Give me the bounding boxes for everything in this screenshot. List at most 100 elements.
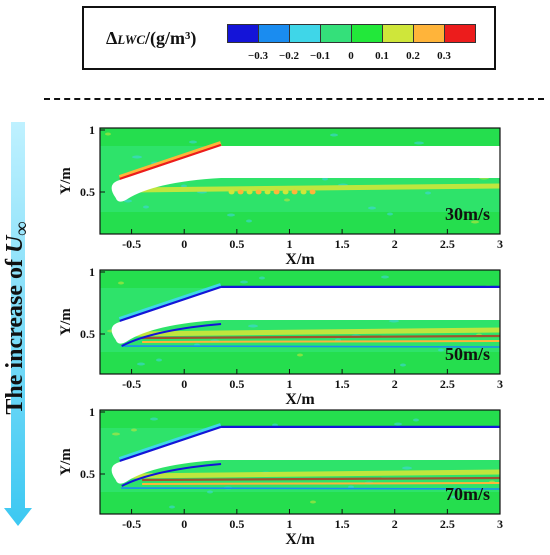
boundary-layer: [119, 143, 222, 181]
boundary-layer: [121, 463, 222, 487]
y-axis-label: Y/m: [58, 308, 74, 336]
contour-speckle: [368, 206, 376, 210]
color-scale-tick-label: 0: [348, 50, 354, 62]
y-axis-label: Y/m: [58, 448, 74, 476]
color-scale-tick-label: −0.2: [278, 50, 300, 62]
y-tick-label: 1: [89, 265, 95, 279]
contour-speckle: [246, 219, 252, 223]
contour-speckle: [389, 319, 399, 323]
x-tick-label: 0.5: [229, 377, 244, 391]
contour-band: [100, 492, 500, 514]
contour-speckle: [394, 422, 402, 426]
wave-dot: [237, 189, 244, 195]
contour-speckle: [330, 133, 338, 137]
wave-dot: [255, 189, 262, 195]
contour-speckle: [132, 155, 142, 159]
contour-band: [100, 352, 500, 374]
contour-speckle: [156, 358, 162, 362]
contour-speckle: [240, 280, 248, 284]
y-axis-label: Y/m: [58, 167, 74, 195]
boundary-layer: [119, 285, 222, 323]
x-tick-label: 3: [497, 237, 503, 251]
wave-dot: [300, 189, 307, 195]
contour-speckle: [471, 220, 479, 224]
y-tick-label: 0.5: [80, 467, 95, 481]
wake-streak: [131, 327, 500, 337]
contour-speckle: [150, 417, 158, 421]
contour-speckle: [259, 276, 265, 280]
x-tick-label: 0: [181, 237, 187, 251]
x-tick-label: 0.5: [229, 237, 244, 251]
contour-speckle: [451, 495, 457, 499]
contour-speckle: [143, 205, 149, 209]
x-tick-label: 2.5: [440, 237, 455, 251]
x-tick-label: -0.5: [122, 237, 141, 251]
wake-streak: [142, 340, 500, 343]
contour-speckle: [137, 362, 145, 366]
x-tick-label: 0.5: [229, 517, 244, 531]
x-tick-label: 3: [497, 517, 503, 531]
contour-speckle: [310, 500, 316, 504]
wake-streak: [121, 345, 500, 348]
contour-speckle: [414, 141, 424, 145]
x-axis-label: X/m: [285, 391, 315, 408]
x-tick-label: 2: [392, 377, 398, 391]
contour-speckle: [322, 177, 328, 181]
contour-speckle: [348, 485, 354, 489]
contour-band: [100, 270, 500, 288]
x-tick-label: 2.5: [440, 377, 455, 391]
contour-speckle: [381, 275, 389, 279]
body-shape: [111, 288, 500, 344]
contour-speckle: [387, 212, 393, 216]
color-scale-tick-label: 0.3: [437, 50, 451, 62]
wake-streak: [142, 334, 500, 340]
wave-dot: [291, 189, 298, 195]
x-tick-label: 2: [392, 237, 398, 251]
contour-speckle: [402, 466, 412, 470]
contour-speckle: [124, 199, 132, 203]
color-scale-tick-label: −0.3: [247, 50, 269, 62]
boundary-layer: [119, 425, 222, 463]
contour-speckle: [169, 505, 175, 509]
speed-label: 50m/s: [445, 344, 490, 364]
boundary-layer: [121, 323, 222, 347]
x-tick-label: 0: [181, 377, 187, 391]
x-tick-label: -0.5: [122, 377, 141, 391]
dashed-divider: [44, 98, 544, 100]
panel-frame: [99, 409, 501, 515]
contour-panel: -0.5 0 0.5 1 1.5 2 2.5 3 1 0.5 X/m Y/m 70m/s: [58, 405, 503, 548]
wake-streak: [131, 183, 500, 193]
contour-speckle: [131, 428, 137, 432]
wave-dot: [282, 189, 289, 195]
x-tick-label: 1.5: [335, 517, 350, 531]
color-scale-tick-labels: −0.3 −0.2 −0.1 0 0.1 0.2 0.3: [227, 50, 483, 64]
wake-streak: [142, 482, 500, 485]
contour-speckle: [118, 281, 124, 285]
wave-dot: [264, 189, 271, 195]
contour-speckle: [425, 191, 431, 195]
contour-speckle: [284, 198, 290, 202]
x-tick-label: 3: [497, 377, 503, 391]
x-tick-label: 1: [286, 517, 292, 531]
wake-streak: [121, 487, 500, 490]
contour-speckle: [207, 490, 213, 494]
y-tick-label: 1: [89, 405, 95, 419]
contour-speckle: [413, 418, 419, 422]
wave-dot: [273, 189, 280, 195]
contour-panel: -0.5 0 0.5 1 1.5 2 2.5 3 1 0.5 X/m Y/m 50m/s: [58, 265, 503, 408]
x-tick-label: 2: [392, 517, 398, 531]
body-shape: [111, 428, 500, 484]
contour-speckle: [297, 353, 303, 357]
contour-speckle: [400, 363, 406, 367]
contour-speckle: [438, 348, 444, 352]
contour-speckle: [248, 324, 258, 328]
panel-frame: [99, 269, 501, 375]
contour-panel: -0.5 0 0.5 1 1.5 2 2.5 3 1 0.5 X/m Y/m 30m/s: [58, 123, 503, 268]
color-scale-tick-label: 0.1: [375, 50, 389, 62]
y-tick-label: 1: [89, 123, 95, 137]
contour-speckle: [112, 432, 120, 436]
wave-dot: [228, 189, 235, 195]
increase-arrow: [4, 122, 32, 526]
x-tick-label: 1.5: [335, 237, 350, 251]
